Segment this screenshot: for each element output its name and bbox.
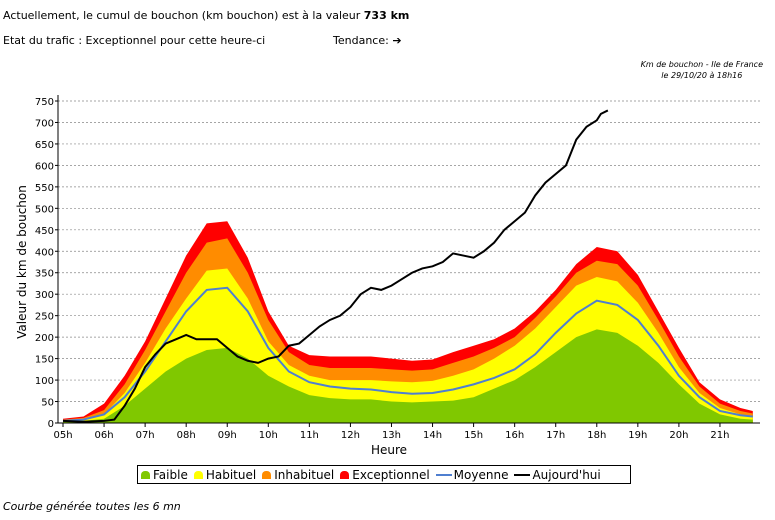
source-title: Km de bouchon - Ile de France bbox=[640, 60, 763, 69]
legend-inhabituel: Inhabituel bbox=[262, 468, 334, 482]
x-tick-label: 17h bbox=[546, 430, 565, 441]
x-tick-label: 20h bbox=[669, 430, 688, 441]
inhabituel-swatch-icon bbox=[262, 470, 272, 479]
arrow-right-icon: ➔ bbox=[392, 34, 402, 47]
y-tick-label: 150 bbox=[35, 355, 54, 366]
aujourdhui-line-icon bbox=[514, 474, 531, 476]
legend-label: Moyenne bbox=[453, 467, 509, 482]
y-tick-label: 650 bbox=[35, 140, 54, 151]
y-tick-label: 600 bbox=[35, 161, 54, 172]
x-tick-label: 18h bbox=[587, 430, 606, 441]
traffic-status: Etat du trafic : Exceptionnel pour cette… bbox=[3, 34, 266, 47]
habituel-swatch-icon bbox=[193, 470, 203, 479]
legend-label: Inhabituel bbox=[274, 467, 335, 482]
traffic-chart: 0 50 100 150 200 250 300 350 400 450 500 550 600 650 7… bbox=[15, 95, 760, 457]
legend-label: Exceptionnel bbox=[352, 467, 430, 482]
legend-label: Habituel bbox=[205, 467, 257, 482]
y-tick-label: 0 bbox=[48, 419, 54, 430]
x-tick-label: 05h bbox=[53, 430, 72, 441]
y-tick-label: 300 bbox=[35, 290, 54, 301]
legend-moyenne: Moyenne bbox=[435, 467, 509, 482]
y-tick-label: 50 bbox=[41, 398, 54, 409]
trend-label: Tendance: bbox=[333, 34, 389, 47]
y-axis-label: Valeur du km de bouchon bbox=[15, 185, 29, 339]
y-tick-label: 350 bbox=[35, 269, 54, 280]
y-tick-label: 200 bbox=[35, 333, 54, 344]
x-tick-label: 07h bbox=[136, 430, 155, 441]
x-tick-label: 08h bbox=[177, 430, 196, 441]
x-tick-label: 10h bbox=[259, 430, 278, 441]
moyenne-line-icon bbox=[435, 474, 452, 476]
source-date: le 29/10/20 à 18h16 bbox=[661, 71, 743, 80]
faible-swatch-icon bbox=[141, 470, 150, 479]
x-tick-label: 21h bbox=[710, 430, 729, 441]
trend: Tendance: ➔ bbox=[333, 34, 402, 47]
footer-note: Courbe générée toutes les 6 mn bbox=[3, 500, 181, 513]
legend-habituel: Habituel bbox=[193, 467, 257, 482]
y-tick-label: 450 bbox=[35, 226, 54, 237]
chart-source: Km de bouchon - Ile de France le 29/10/20… bbox=[641, 59, 763, 81]
x-tick-label: 19h bbox=[628, 430, 647, 441]
x-axis-label: Heure bbox=[371, 443, 407, 457]
x-tick-label: 06h bbox=[95, 430, 114, 441]
legend-label: Aujourd'hui bbox=[532, 467, 601, 482]
y-tick-label: 500 bbox=[35, 204, 54, 215]
exceptionnel-swatch-icon bbox=[340, 470, 350, 479]
legend-faible: Faible bbox=[141, 468, 188, 482]
area-faible bbox=[63, 329, 753, 423]
y-tick-label: 400 bbox=[35, 247, 54, 258]
y-tick-label: 100 bbox=[35, 376, 54, 387]
legend-label: Faible bbox=[153, 467, 188, 482]
y-tick-label: 250 bbox=[35, 312, 54, 323]
x-tick-label: 13h bbox=[382, 430, 401, 441]
x-tick-label: 15h bbox=[464, 430, 483, 441]
x-tick-label: 09h bbox=[218, 430, 237, 441]
y-tick-label: 700 bbox=[35, 118, 54, 129]
current-value-label: Actuellement, le cumul de bouchon (km bo… bbox=[3, 9, 364, 22]
chart-legend: Faible Habituel Inhabituel Exceptionnel … bbox=[137, 465, 631, 484]
legend-exceptionnel: Exceptionnel bbox=[340, 467, 430, 482]
x-tick-label: 14h bbox=[423, 430, 442, 441]
line-moyenne bbox=[62, 286, 753, 422]
current-value-text: Actuellement, le cumul de bouchon (km bo… bbox=[3, 9, 409, 22]
line-aujourdhui bbox=[62, 109, 609, 423]
x-tick-label: 11h bbox=[300, 430, 319, 441]
y-tick-label: 750 bbox=[35, 97, 54, 108]
y-tick-label: 550 bbox=[35, 183, 54, 194]
legend-aujourdhui: Aujourd'hui bbox=[514, 467, 601, 482]
x-tick-label: 16h bbox=[505, 430, 524, 441]
current-value: 733 km bbox=[363, 9, 410, 22]
x-tick-label: 12h bbox=[341, 430, 360, 441]
